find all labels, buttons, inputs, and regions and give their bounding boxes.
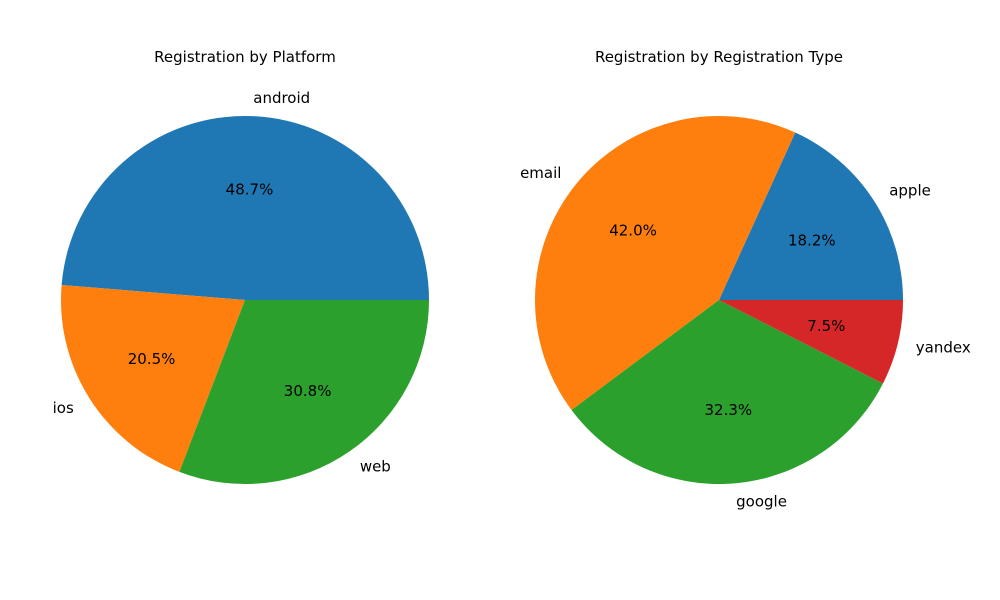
pie-labels-platform: android 48.7% ios 20.5% web 30.8% <box>53 89 391 476</box>
slice-label-registration-type-google: google <box>736 493 787 511</box>
chart-title-platform: Registration by Platform <box>154 48 336 66</box>
pct-label-registration-type-email: 42.0% <box>609 222 657 240</box>
slice-label-registration-type-email: email <box>520 164 561 182</box>
slice-label-platform-android: android <box>253 89 310 107</box>
pct-label-registration-type-yandex: 7.5% <box>807 317 845 335</box>
pie-slice-registration-type-yandex <box>719 300 903 384</box>
pct-label-platform-web: 30.8% <box>284 382 332 400</box>
pie-slice-platform-ios <box>60 284 246 472</box>
chart-title-registration-type: Registration by Registration Type <box>595 48 843 66</box>
slice-label-registration-type-yandex: yandex <box>916 338 971 356</box>
pie-slice-registration-type-google <box>571 300 883 485</box>
pct-label-platform-ios: 20.5% <box>128 350 176 368</box>
pie-chart-registration-type: Registration by Registration Type apple 1… <box>520 48 971 511</box>
pct-label-registration-type-google: 32.3% <box>705 401 753 419</box>
pie-labels-registration-type: apple 18.2% email 42.0% google 32.3% yandex 7.5… <box>520 164 971 511</box>
pie-slice-platform-web <box>179 300 429 485</box>
pie-slice-registration-type-apple <box>719 132 903 300</box>
pct-label-platform-android: 48.7% <box>226 181 274 199</box>
slice-label-platform-ios: ios <box>53 399 74 417</box>
pie-slice-platform-android <box>61 115 430 300</box>
pie-slices-platform <box>60 115 430 485</box>
slice-label-platform-web: web <box>360 458 391 476</box>
pie-slices-registration-type <box>534 115 903 485</box>
pct-label-registration-type-apple: 18.2% <box>788 231 836 249</box>
pie-slice-registration-type-email <box>534 115 796 411</box>
slice-label-registration-type-apple: apple <box>889 181 931 199</box>
pie-chart-platform: Registration by Platform android 48.7% ios… <box>53 48 430 485</box>
